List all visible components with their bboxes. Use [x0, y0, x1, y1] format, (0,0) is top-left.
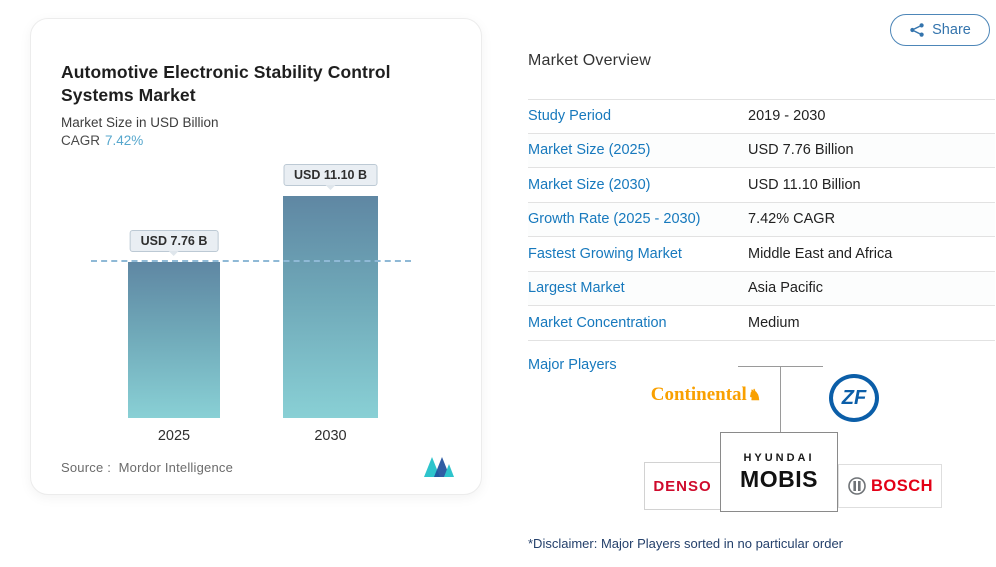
bar-2030: [283, 195, 378, 418]
table-row-growth-rate: Growth Rate (2025 - 2030) 7.42% CAGR: [528, 202, 995, 237]
cagr-line: CAGR 7.42%: [61, 133, 455, 148]
x-tick-2025: 2025: [157, 427, 191, 444]
bar-value-callout-2025: USD 7.76 B: [129, 230, 219, 257]
connector-vertical-line: [780, 366, 781, 432]
bosch-wordmark: BOSCH: [870, 476, 934, 495]
row-label: Study Period: [528, 108, 612, 125]
bar-chart-plot-area: USD 7.76 B 2025 USD 11.10 B 2030: [73, 158, 449, 444]
bar-column-2025: USD 7.76 B 2025: [128, 158, 220, 444]
denso-wordmark: DENSO: [653, 477, 712, 495]
hyundai-wordmark: HYUNDAI: [743, 451, 815, 464]
bar-value-callout-2030: USD 11.10 B: [283, 163, 378, 190]
disclaimer-text: *Disclaimer: Major Players sorted in no …: [528, 536, 844, 551]
source-value: Mordor Intelligence: [118, 460, 233, 475]
row-label: Largest Market: [528, 280, 625, 297]
source-label: Source :: [61, 460, 112, 475]
market-overview-heading: Market Overview: [528, 52, 652, 69]
continental-wordmark: Continental: [650, 384, 747, 405]
threshold-dashed-line: [91, 260, 411, 263]
major-players-diagram: Continental♞ ZF DENSO HYUNDAI MOBIS BOSC…: [620, 358, 996, 516]
hyundai-mobis-logo: HYUNDAI MOBIS: [720, 432, 838, 512]
table-row-largest-market: Largest Market Asia Pacific: [528, 271, 995, 306]
chart-subtitle: Market Size in USD Billion: [61, 114, 219, 130]
bosch-logo: BOSCH: [838, 464, 942, 508]
row-value: Asia Pacific: [748, 280, 823, 297]
row-label: Market Concentration: [528, 314, 667, 331]
zf-logo: ZF: [829, 374, 879, 422]
table-row-market-size-2025: Market Size (2025) USD 7.76 Billion: [528, 133, 995, 168]
mordor-intelligence-logo-icon: [423, 455, 457, 480]
chart-title: Automotive Electronic Stability Control …: [61, 62, 391, 105]
row-value: 2019 - 2030: [748, 108, 826, 125]
bar-column-2030: USD 11.10 B 2030: [283, 158, 378, 444]
bar-2025: [128, 262, 220, 418]
major-players-label: Major Players: [528, 357, 617, 373]
x-tick-2030: 2030: [314, 427, 347, 444]
table-row-market-size-2030: Market Size (2030) USD 11.10 Billion: [528, 168, 995, 203]
row-label: Market Size (2030): [528, 176, 651, 193]
share-button[interactable]: Share: [890, 14, 990, 46]
continental-logo: Continental♞: [638, 384, 774, 406]
cagr-value: 7.42%: [105, 132, 144, 148]
cagr-label: CAGR: [61, 132, 101, 148]
share-button-label: Share: [932, 22, 971, 38]
continental-horse-icon: ♞: [747, 388, 762, 404]
row-value: USD 7.76 Billion: [748, 142, 854, 159]
zf-wordmark: ZF: [841, 386, 867, 409]
row-label: Market Size (2025): [528, 142, 651, 159]
row-label: Fastest Growing Market: [528, 245, 682, 262]
mobis-wordmark: MOBIS: [740, 465, 818, 492]
row-value: 7.42% CAGR: [748, 211, 836, 228]
denso-logo: DENSO: [644, 462, 721, 510]
bosch-armature-icon: [847, 476, 867, 496]
market-overview-table: Study Period 2019 - 2030 Market Size (20…: [528, 99, 995, 341]
row-value: Middle East and Africa: [748, 245, 893, 262]
table-row-fastest-growing-market: Fastest Growing Market Middle East and A…: [528, 237, 995, 272]
table-row-study-period: Study Period 2019 - 2030: [528, 99, 995, 134]
row-value: USD 11.10 Billion: [748, 176, 861, 193]
row-label: Growth Rate (2025 - 2030): [528, 211, 701, 228]
table-row-market-concentration: Market Concentration Medium: [528, 306, 995, 341]
market-chart-card: Automotive Electronic Stability Control …: [30, 18, 482, 495]
source-row: Source : Mordor Intelligence: [61, 455, 457, 480]
row-value: Medium: [748, 314, 800, 331]
source-text: Source : Mordor Intelligence: [61, 460, 233, 475]
share-icon: [909, 22, 925, 38]
